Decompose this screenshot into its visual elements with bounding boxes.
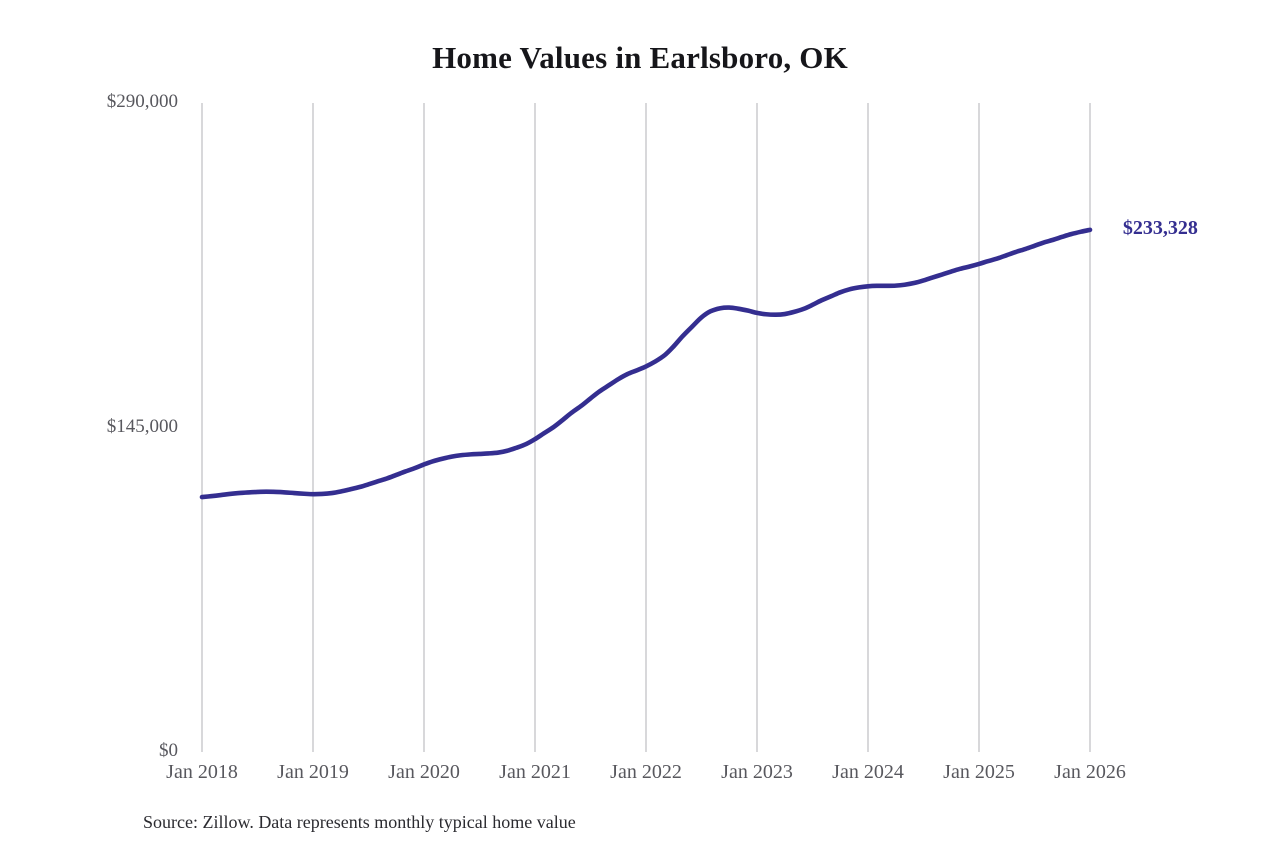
y-tick-290000: $290,000 — [106, 91, 178, 112]
x-tick-2020: Jan 2020 — [388, 761, 460, 783]
x-tick-2021: Jan 2021 — [499, 761, 571, 783]
y-tick-145000: $145,000 — [106, 415, 178, 437]
endpoint-value-label: $233,328 — [1122, 216, 1198, 239]
series-line-0 — [199, 227, 1093, 500]
x-tick-2023: Jan 2023 — [721, 761, 793, 783]
series-line-group — [199, 227, 1093, 500]
source-note: Source: Zillow. Data represents monthly … — [143, 812, 576, 832]
chart-title: Home Values in Earlsboro, OK — [432, 40, 848, 75]
y-tick-0: $0 — [159, 740, 178, 761]
x-tick-2018: Jan 2018 — [166, 761, 238, 783]
x-tick-2019: Jan 2019 — [277, 761, 349, 783]
x-tick-2026: Jan 2026 — [1054, 761, 1126, 783]
x-tick-2025: Jan 2025 — [943, 761, 1015, 783]
x-tick-2022: Jan 2022 — [610, 761, 682, 783]
x-gridlines — [201, 103, 1091, 752]
x-tick-2024: Jan 2024 — [832, 761, 904, 783]
